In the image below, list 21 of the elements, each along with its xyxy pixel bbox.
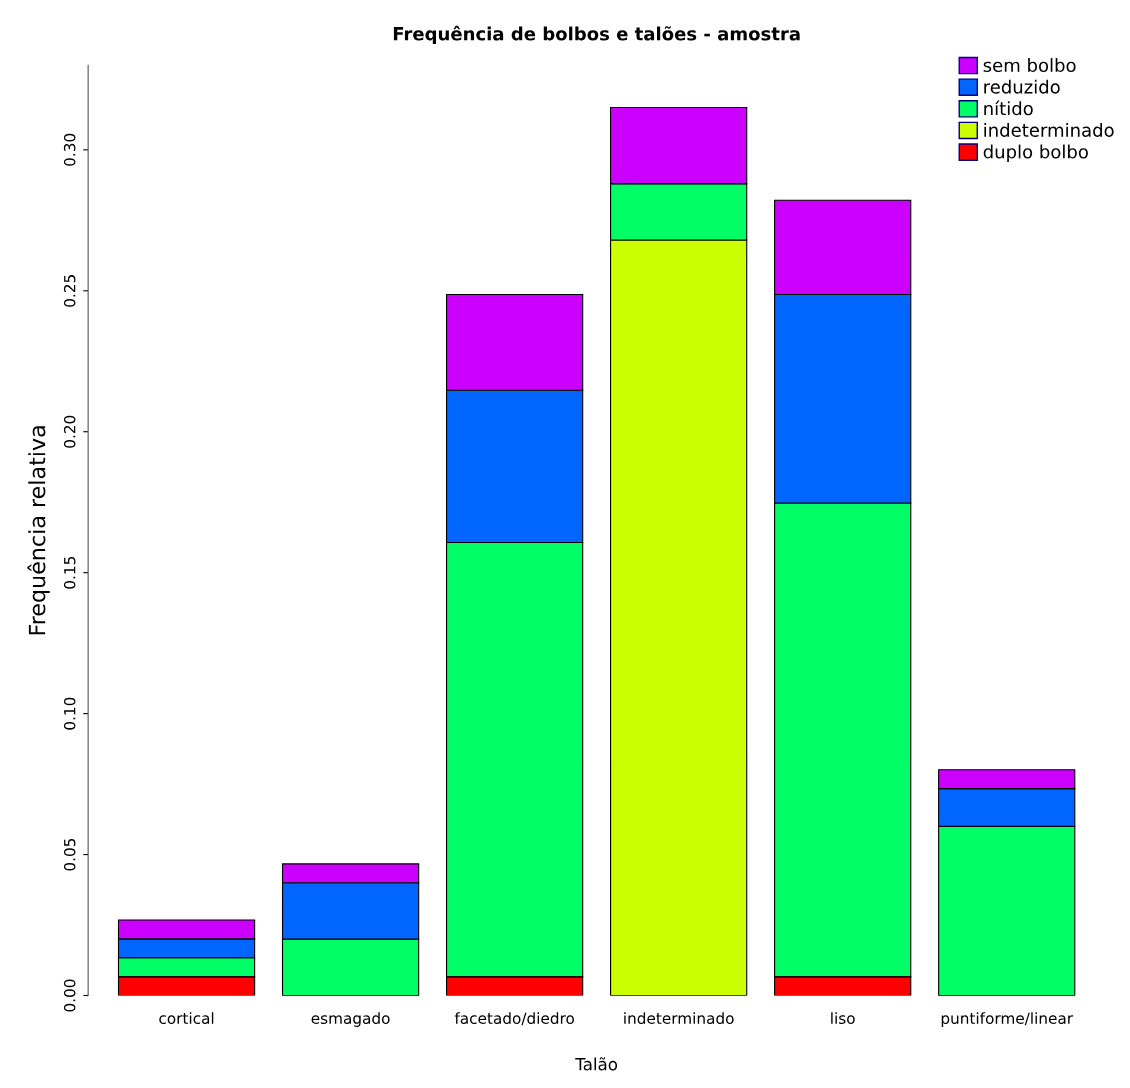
legend-label: duplo bolbo [983,144,1088,163]
y-tick-label: 0.20 [63,415,76,448]
y-axis-title: Frequência relativa [27,426,50,635]
y-tick-label: 0.25 [63,275,76,307]
x-tick-label: esmagado [311,1012,390,1027]
legend-label: sem bolbo [983,58,1076,73]
x-tick-label: facetado/diedro [454,1012,574,1026]
y-tick-label: 0.05 [63,838,76,871]
y-tick-label: 0.00 [63,979,76,1012]
x-tick-label: puntiforme/linear [941,1012,1074,1027]
y-tick-label: 0.10 [63,697,76,730]
chart-title: Frequência de bolbos e talões - amostra [393,25,800,45]
x-axis-title: Talão [575,1057,618,1071]
y-tick-label: 0.15 [63,557,76,589]
legend-label: reduzido [984,79,1060,94]
x-tick-label: indeterminado [624,1012,734,1025]
x-tick-label: cortical [159,1012,214,1025]
legend-label: nítido [984,100,1033,116]
legend-label: indeterminado [984,122,1114,137]
y-tick-label: 0.30 [63,133,76,166]
x-tick-label: liso [831,1012,855,1025]
